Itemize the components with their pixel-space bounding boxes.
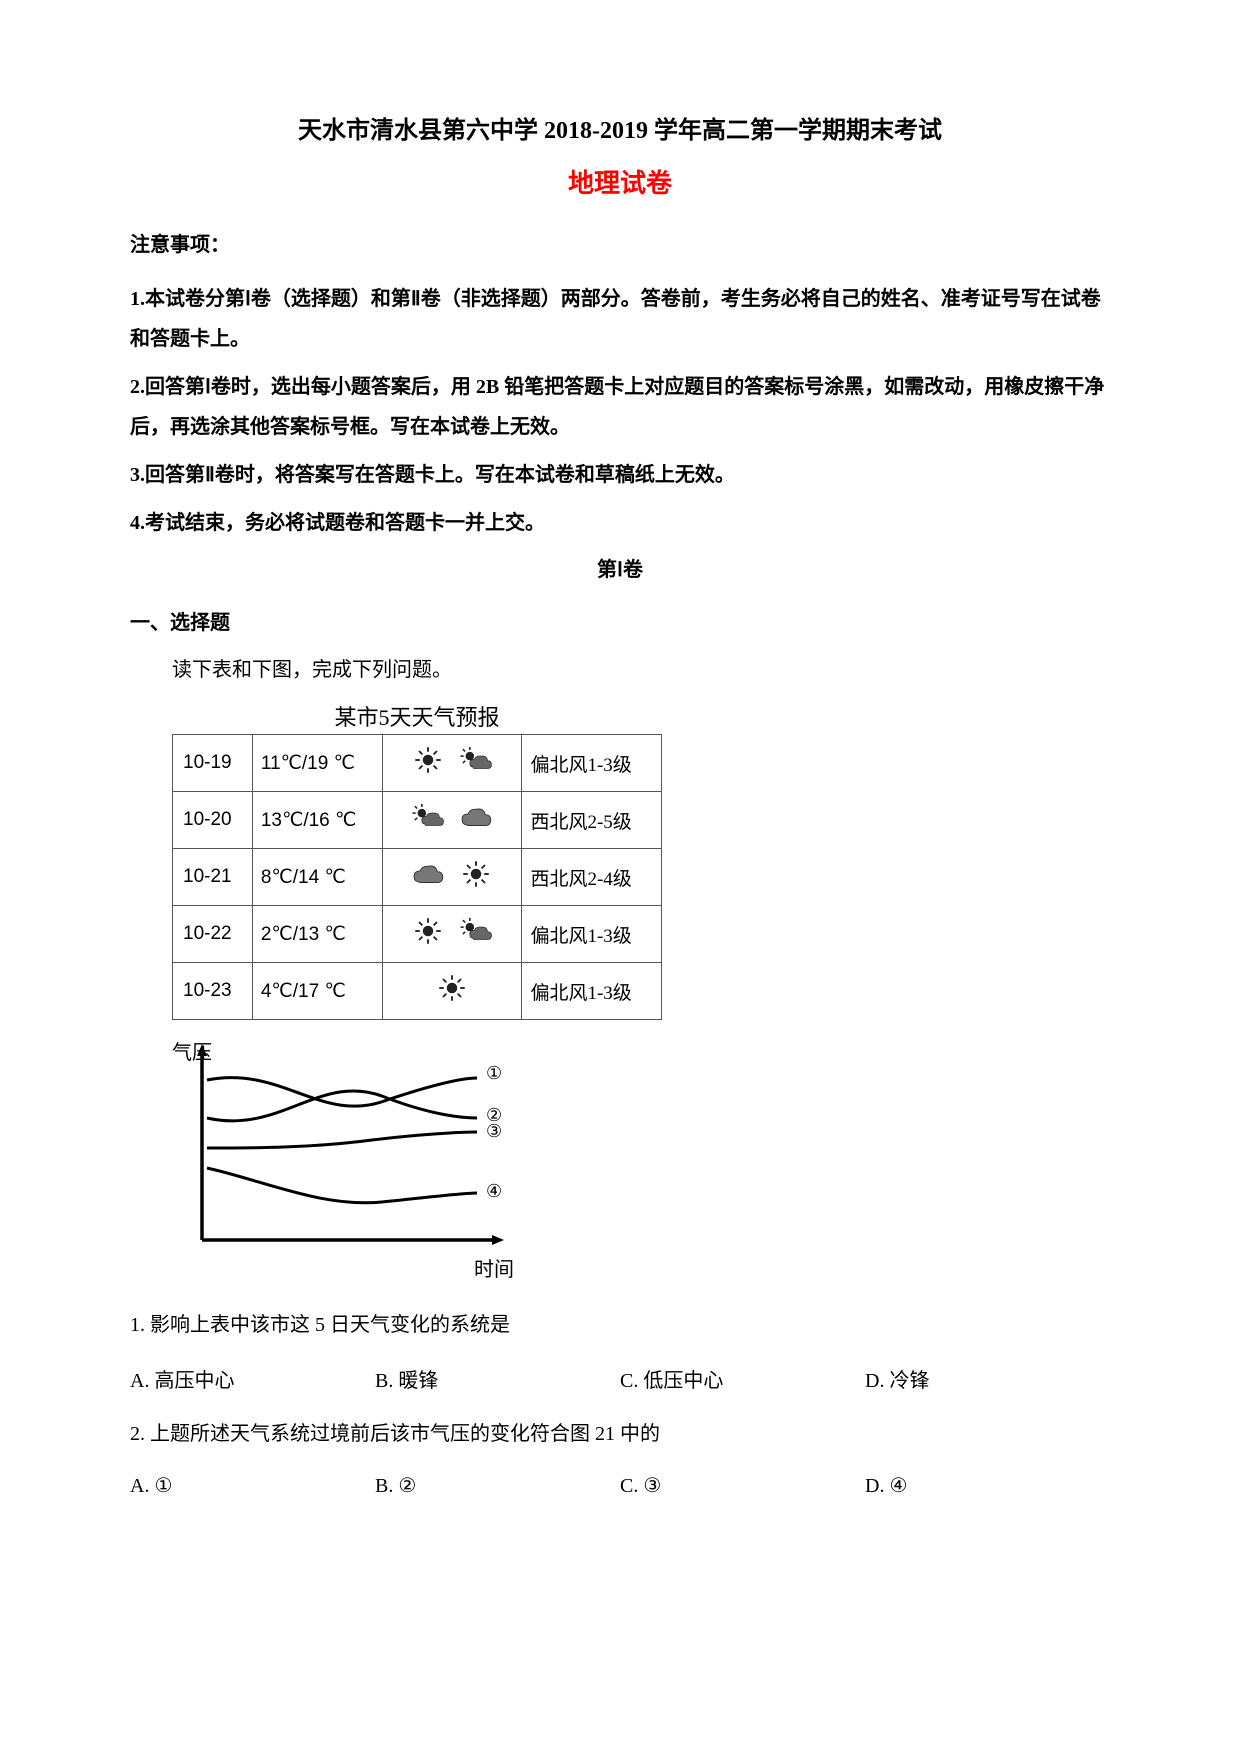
sun-cloud-icon <box>459 916 493 952</box>
notice-item-4: 4.考试结束，务必将试题卷和答题卡一并上交。 <box>130 503 1110 543</box>
q1-opt-c: C. 低压中心 <box>620 1364 865 1393</box>
cell-wind: 偏北风1-3级 <box>522 735 662 792</box>
pressure-chart-svg: ①②③④ <box>172 1040 512 1255</box>
weather-table: 10-1911℃/19 ℃ 偏北风1-3级 10-2013℃/16 ℃ 西北风2-5级… <box>172 734 662 1020</box>
q1-opt-b: B. 暖锋 <box>375 1364 620 1393</box>
cell-date: 10-20 <box>173 792 253 849</box>
sun-cloud-icon <box>411 802 445 838</box>
cell-icons <box>382 849 522 906</box>
notice-item-3: 3.回答第Ⅱ卷时，将答案写在答题卡上。写在本试卷和草稿纸上无效。 <box>130 455 1110 495</box>
notice-header: 注意事项： <box>130 228 1110 257</box>
weather-table-wrap: 某市5天天气预报 10-1911℃/19 ℃偏北风1-3级10-2013℃/16… <box>172 700 1110 1020</box>
cell-temp: 13℃/16 ℃ <box>252 792 382 849</box>
question-2: 2. 上题所述天气系统过境前后该市气压的变化符合图 21 中的 <box>130 1417 1110 1451</box>
svg-text:③: ③ <box>486 1121 502 1141</box>
table-row: 10-218℃/14 ℃ 西北风2-4级 <box>173 849 662 906</box>
exam-title-main: 天水市清水县第六中学 2018-2019 学年高二第一学期期末考试 <box>130 110 1110 145</box>
cell-icons <box>382 963 522 1020</box>
cell-icons <box>382 906 522 963</box>
q1-opt-d: D. 冷锋 <box>865 1364 1110 1393</box>
table-row: 10-222℃/13 ℃ 偏北风1-3级 <box>173 906 662 963</box>
exam-title-sub: 地理试卷 <box>130 163 1110 200</box>
sun-icon <box>411 745 445 781</box>
question-1-options: A. 高压中心 B. 暖锋 C. 低压中心 D. 冷锋 <box>130 1364 1110 1393</box>
cell-date: 10-21 <box>173 849 253 906</box>
cell-date: 10-22 <box>173 906 253 963</box>
cloud-icon <box>459 802 493 838</box>
sun-icon <box>435 973 469 1009</box>
cell-temp: 2℃/13 ℃ <box>252 906 382 963</box>
q2-opt-c: C. ③ <box>620 1473 865 1498</box>
q2-opt-a: A. ① <box>130 1473 375 1498</box>
svg-text:④: ④ <box>486 1181 502 1201</box>
cell-wind: 西北风2-4级 <box>522 849 662 906</box>
subsection-mc: 一、选择题 <box>130 606 1110 635</box>
cell-icons <box>382 792 522 849</box>
instruction-text: 读下表和下图，完成下列问题。 <box>172 653 1110 682</box>
pressure-chart: 气压 ①②③④ 时间 <box>172 1040 522 1280</box>
sun-icon <box>411 916 445 952</box>
cell-temp: 4℃/17 ℃ <box>252 963 382 1020</box>
notice-item-2: 2.回答第Ⅰ卷时，选出每小题答案后，用 2B 铅笔把答题卡上对应题目的答案标号涂… <box>130 367 1110 447</box>
section-1-label: 第Ⅰ卷 <box>130 553 1110 582</box>
table-row: 10-2013℃/16 ℃ 西北风2-5级 <box>173 792 662 849</box>
chart-ylabel: 气压 <box>172 1036 212 1065</box>
cell-wind: 偏北风1-3级 <box>522 963 662 1020</box>
table-row: 10-234℃/17 ℃ 偏北风1-3级 <box>173 963 662 1020</box>
cell-wind: 西北风2-5级 <box>522 792 662 849</box>
notice-item-1: 1.本试卷分第Ⅰ卷（选择题）和第Ⅱ卷（非选择题）两部分。答卷前，考生务必将自己的… <box>130 279 1110 359</box>
cloud-icon <box>411 859 445 895</box>
table-title: 某市5天天气预报 <box>172 700 662 732</box>
cell-icons <box>382 735 522 792</box>
q1-opt-a: A. 高压中心 <box>130 1364 375 1393</box>
cell-date: 10-19 <box>173 735 253 792</box>
cell-wind: 偏北风1-3级 <box>522 906 662 963</box>
chart-xlabel: 时间 <box>474 1253 514 1282</box>
cell-temp: 11℃/19 ℃ <box>252 735 382 792</box>
svg-text:①: ① <box>486 1063 502 1083</box>
question-1: 1. 影响上表中该市这 5 日天气变化的系统是 <box>130 1308 1110 1342</box>
question-2-options: A. ① B. ② C. ③ D. ④ <box>130 1473 1110 1498</box>
q2-opt-d: D. ④ <box>865 1473 1110 1498</box>
sun-cloud-icon <box>459 745 493 781</box>
cell-date: 10-23 <box>173 963 253 1020</box>
q2-opt-b: B. ② <box>375 1473 620 1498</box>
sun-icon <box>459 859 493 895</box>
cell-temp: 8℃/14 ℃ <box>252 849 382 906</box>
table-row: 10-1911℃/19 ℃ 偏北风1-3级 <box>173 735 662 792</box>
